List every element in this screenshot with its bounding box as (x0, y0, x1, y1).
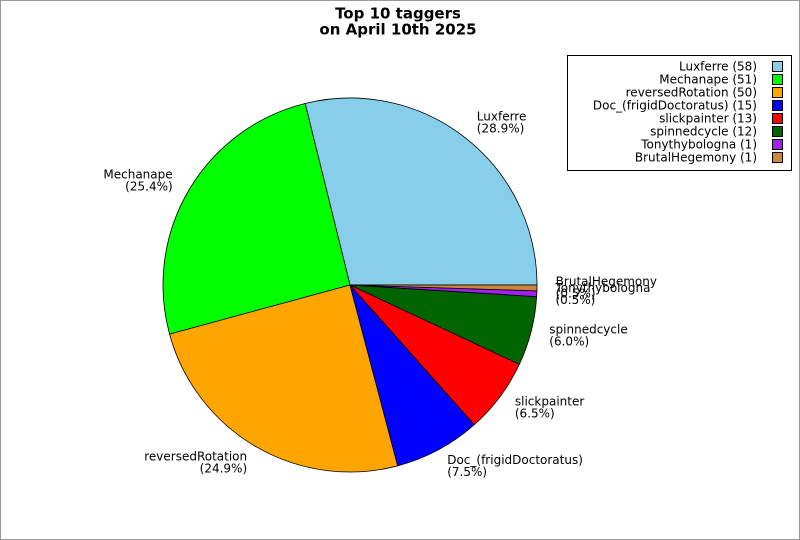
slice-percent: (0.5%) (556, 287, 596, 301)
legend-swatch (772, 126, 783, 137)
legend-swatch (772, 100, 783, 111)
pie-slice (169, 284, 399, 473)
legend-label: BrutalHegemony (1) (635, 151, 757, 165)
legend-label: spinnedcycle (12) (650, 125, 757, 139)
slice-label: BrutalHegemony (556, 275, 657, 289)
legend-swatch (772, 113, 783, 124)
slice-percent: (6.5%) (515, 406, 555, 420)
slice-label: slickpainter (515, 394, 584, 408)
legend-label: slickpainter (13) (659, 112, 757, 126)
slice-label: reversedRotation (144, 450, 247, 464)
slice-label: Luxferre (477, 110, 527, 124)
slice-label: Doc_(frigidDoctoratus) (447, 453, 583, 467)
pie-slice (349, 284, 538, 292)
slice-percent: (0.5%) (555, 293, 595, 307)
chart-title: Top 10 taggers (335, 5, 461, 23)
legend-swatch (772, 74, 783, 85)
legend-swatch (772, 87, 783, 98)
pie-slice (304, 97, 538, 286)
legend-label: Tonythybologna (1) (640, 138, 757, 152)
slice-percent: (28.9%) (477, 122, 524, 136)
legend-swatch (772, 139, 783, 150)
legend-label: Mechanape (51) (659, 73, 757, 87)
slice-label: Mechanape (103, 167, 172, 181)
legend-swatch (772, 152, 783, 163)
legend-box (567, 55, 792, 171)
slice-percent: (24.9%) (200, 462, 247, 476)
slice-percent: (25.4%) (125, 179, 172, 193)
legend-swatch (772, 61, 783, 72)
slice-label: Tonythybologna (554, 281, 650, 295)
legend-label: Doc_(frigidDoctoratus) (15) (593, 99, 757, 113)
pie-slice (162, 102, 351, 335)
slice-label: spinnedcycle (549, 322, 627, 336)
slice-percent: (6.0%) (549, 334, 589, 348)
legend-label: Luxferre (58) (679, 60, 757, 74)
slice-percent: (7.5%) (447, 465, 487, 479)
legend-label: reversedRotation (50) (626, 86, 757, 100)
chart-title: on April 10th 2025 (319, 21, 476, 39)
